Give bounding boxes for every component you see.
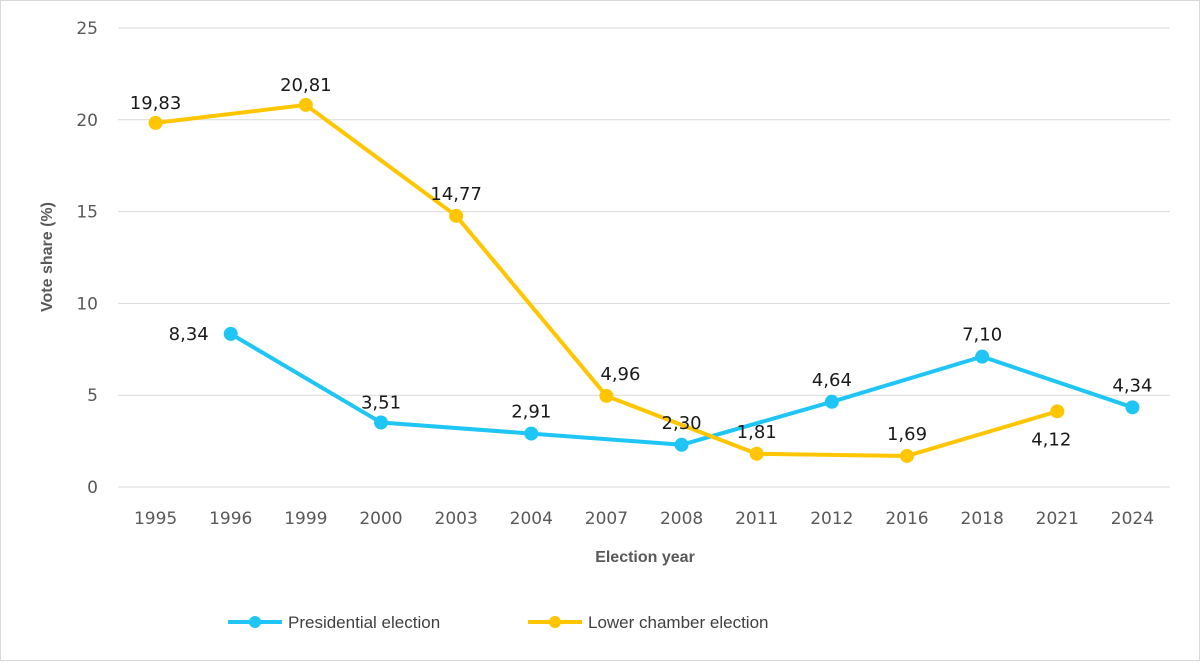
data-label: 2,30 <box>662 413 702 434</box>
data-label: 7,10 <box>962 325 1002 346</box>
y-axis-ticks: 0 5 10 15 20 25 <box>76 19 98 498</box>
data-label: 19,83 <box>130 93 182 114</box>
y-tick-label: 25 <box>76 19 98 39</box>
x-tick-label: 2016 <box>885 509 928 529</box>
data-point <box>223 326 238 341</box>
data-label: 3,51 <box>361 393 401 414</box>
data-point <box>1050 404 1065 419</box>
data-point <box>824 394 839 409</box>
x-axis-ticks: 1995 1996 1999 2000 2003 2004 2007 2008 2011 2012… <box>134 509 1154 529</box>
series-line <box>155 102 1058 458</box>
data-label: 2,91 <box>511 402 551 423</box>
data-labels: 8,34 3,51 2,91 2,30 4,64 7,10 4,34 19,83 20,81 14… <box>130 75 1153 450</box>
y-tick-label: 10 <box>76 294 98 314</box>
data-point <box>298 97 313 112</box>
x-tick-label: 2024 <box>1111 509 1154 529</box>
x-tick-label: 2018 <box>961 509 1004 529</box>
data-label: 20,81 <box>280 75 332 96</box>
x-tick-label: 2004 <box>510 509 553 529</box>
data-point <box>524 426 539 441</box>
y-tick-label: 5 <box>87 386 98 406</box>
data-point <box>374 415 388 430</box>
x-tick-label: 1996 <box>209 509 252 529</box>
legend-point-marker <box>549 616 561 628</box>
y-tick-label: 0 <box>87 478 98 498</box>
legend-label: Presidential election <box>288 613 440 632</box>
data-label: 4,34 <box>1112 375 1152 396</box>
y-axis-title: Vote share (%) <box>39 202 56 312</box>
data-point <box>1125 400 1140 415</box>
x-tick-label: 2003 <box>435 509 478 529</box>
data-point <box>900 448 914 463</box>
data-label: 4,96 <box>600 364 640 385</box>
data-label: 4,64 <box>812 370 852 391</box>
data-point <box>975 349 990 364</box>
gridlines <box>118 27 1170 488</box>
legend: Presidential election Lower chamber elect… <box>228 613 768 632</box>
data-point <box>449 208 464 223</box>
series-lines <box>148 97 1140 463</box>
data-label: 14,77 <box>430 184 482 205</box>
x-tick-label: 1995 <box>134 509 177 529</box>
x-tick-label: 1999 <box>284 509 327 529</box>
data-label: 4,12 <box>1031 429 1071 450</box>
data-label: 8,34 <box>169 324 209 345</box>
data-point <box>749 446 764 461</box>
x-tick-label: 2011 <box>735 509 778 529</box>
y-tick-label: 15 <box>76 203 98 223</box>
x-tick-label: 2021 <box>1036 509 1079 529</box>
legend-label: Lower chamber election <box>588 613 768 632</box>
data-point <box>674 437 689 452</box>
x-tick-label: 2000 <box>359 509 402 529</box>
data-point <box>148 115 163 130</box>
data-label: 1,69 <box>887 424 927 445</box>
data-label: 1,81 <box>737 422 777 443</box>
data-point <box>599 388 614 403</box>
y-tick-label: 20 <box>76 111 98 131</box>
legend-point-marker <box>249 616 261 628</box>
x-axis-title: Election year <box>595 549 695 566</box>
x-tick-label: 2012 <box>810 509 853 529</box>
x-tick-label: 2007 <box>585 509 628 529</box>
x-tick-label: 2008 <box>660 509 703 529</box>
